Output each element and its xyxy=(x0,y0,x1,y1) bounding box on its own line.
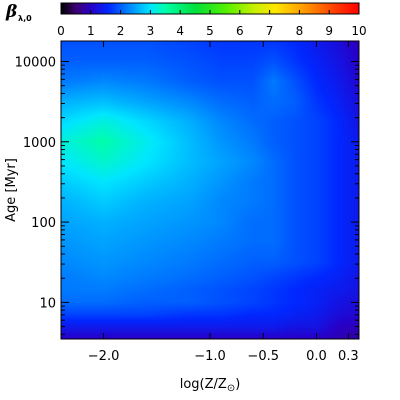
colorbar-tick-label-3: 3 xyxy=(147,24,155,38)
x-label-sun: ⊙ xyxy=(227,383,235,394)
colorbar-tick-label-4: 4 xyxy=(176,24,184,38)
x-axis-label: log(Z/Z⊙) xyxy=(180,377,241,394)
colorbar-tick-label-10: 10 xyxy=(351,24,366,38)
x-tick-label: −0.5 xyxy=(247,349,279,364)
x-tick-label: −2.0 xyxy=(88,349,120,364)
x-tick-label: 0.0 xyxy=(306,349,327,364)
colorbar-tick-label-7: 7 xyxy=(266,24,274,38)
y-axis-label: Age [Myr] xyxy=(4,158,19,222)
x-tick-label: −1.0 xyxy=(194,349,226,364)
colorbar-tick-label-8: 8 xyxy=(296,24,304,38)
y-tick-label: 10 xyxy=(39,296,56,311)
colorbar-tick-label-6: 6 xyxy=(236,24,244,38)
y-tick-label: 10000 xyxy=(15,55,56,70)
x-label-suffix: ) xyxy=(235,377,240,392)
heatmap-image xyxy=(61,41,359,339)
x-axis-ticks: −2.0 −1.0 −0.5 0.0 0.3 xyxy=(88,41,359,364)
x-tick-label: 0.3 xyxy=(338,349,359,364)
colorbar-ticks xyxy=(60,10,360,14)
y-tick-label: 100 xyxy=(31,216,56,231)
colorbar-tick-label-1: 1 xyxy=(87,24,95,38)
colorbar-labels: 0 1 2 3 4 5 6 7 8 9 10 xyxy=(57,24,366,38)
colorbar-tick-label-5: 5 xyxy=(206,24,214,38)
heatmap xyxy=(61,41,359,339)
y-label-word: Age xyxy=(4,197,19,222)
x-label-prefix: log(Z/Z xyxy=(180,377,227,392)
colorbar-tick-label-9: 9 xyxy=(325,24,333,38)
colorbar-subscript: λ,0 xyxy=(18,14,32,23)
colorbar-tick-label-0: 0 xyxy=(57,24,65,38)
y-axis-ticks: 10 100 1000 10000 xyxy=(15,55,359,335)
y-label-unit: [Myr] xyxy=(4,158,19,192)
y-tick-label: 1000 xyxy=(23,136,56,151)
colorbar-tick-label-2: 2 xyxy=(117,24,125,38)
colorbar-symbol: β xyxy=(5,2,17,22)
